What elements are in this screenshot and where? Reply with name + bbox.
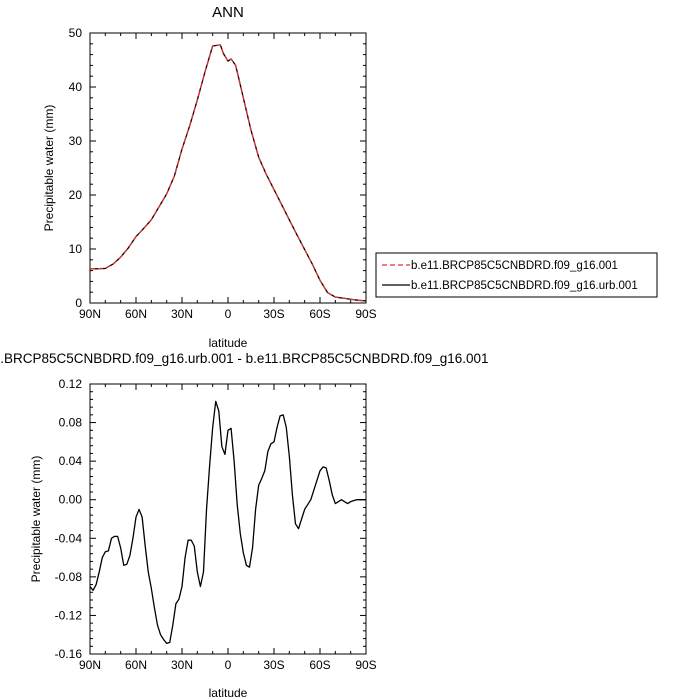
legend: b.e11.BRCP85C5CNBDRD.f09_g16.001 b.e11.B…: [375, 252, 658, 298]
bottom-y-tick-label: 0.00: [59, 493, 83, 507]
top-y-tick-label: 40: [69, 80, 83, 94]
top-series-line-1: [89, 44, 367, 302]
top-y-tick-label: 0: [75, 296, 82, 310]
top-plot-frame: [89, 32, 367, 304]
top-axis-ticks: 90N 60N 30N 0 30S 60S 90S 0 10 20 30 40 50: [69, 26, 377, 321]
top-x-axis-label: latitude: [209, 336, 248, 350]
top-x-tick-label: 90N: [79, 307, 101, 321]
bottom-chart-title: b.e11.BRCP85C5CNBDRD.f09_g16.urb.001 - b…: [0, 351, 489, 366]
bottom-y-tick-label: 0.08: [59, 416, 83, 430]
bottom-x-tick-label: 60N: [125, 658, 147, 672]
top-x-tick-label: 30N: [171, 307, 193, 321]
bottom-y-tick-label: 0.04: [59, 454, 83, 468]
legend-frame: [375, 252, 658, 298]
bottom-y-tick-label: -0.04: [55, 531, 83, 545]
bottom-x-axis-label: latitude: [209, 686, 248, 700]
top-y-tick-label: 10: [69, 242, 83, 256]
bottom-series-line-0: [89, 400, 366, 645]
bottom-panel: b.e11.BRCP85C5CNBDRD.f09_g16.urb.001 - b…: [0, 351, 489, 700]
top-x-tick-label: 60S: [309, 307, 330, 321]
top-panel: ANN 90N 60N 30N 0 30S 60S 90S 0 10 20 30 40 50 Preci…: [42, 4, 658, 350]
top-x-tick-label: 0: [225, 307, 232, 321]
bottom-y-tick-label: -0.16: [55, 647, 83, 661]
top-y-axis-label: Precipitable water (mm): [42, 105, 56, 232]
bottom-axis-ticks: 90N 60N 30N 0 30S 60S 90S -0.16 -0.12 -0.08 -0.04 0…: [55, 377, 377, 672]
top-x-tick-label: 90S: [355, 307, 376, 321]
bottom-x-tick-label: 0: [225, 658, 232, 672]
legend-label-control: b.e11.BRCP85C5CNBDRD.f09_g16.001: [411, 260, 618, 272]
top-series-line-0: [89, 44, 367, 302]
bottom-y-tick-label: -0.08: [55, 570, 83, 584]
bottom-x-tick-label: 30S: [263, 658, 284, 672]
top-x-tick-label: 60N: [125, 307, 147, 321]
bottom-y-tick-label: 0.12: [59, 377, 83, 391]
bottom-y-tick-label: -0.12: [55, 608, 83, 622]
top-series-lines: [89, 44, 367, 302]
bottom-series-lines: [89, 400, 366, 645]
bottom-plot-frame: [89, 383, 367, 655]
bottom-y-axis-label: Precipitable water (mm): [29, 456, 43, 583]
top-chart-title: ANN: [212, 4, 244, 21]
bottom-x-tick-label: 90S: [355, 658, 376, 672]
top-y-tick-label: 30: [69, 134, 83, 148]
top-x-tick-label: 30S: [263, 307, 284, 321]
top-y-tick-label: 50: [69, 26, 83, 40]
top-y-tick-label: 20: [69, 188, 83, 202]
legend-label-urban: b.e11.BRCP85C5CNBDRD.f09_g16.urb.001: [411, 280, 638, 292]
bottom-x-tick-label: 30N: [171, 658, 193, 672]
bottom-x-tick-label: 60S: [309, 658, 330, 672]
bottom-x-tick-label: 90N: [79, 658, 101, 672]
